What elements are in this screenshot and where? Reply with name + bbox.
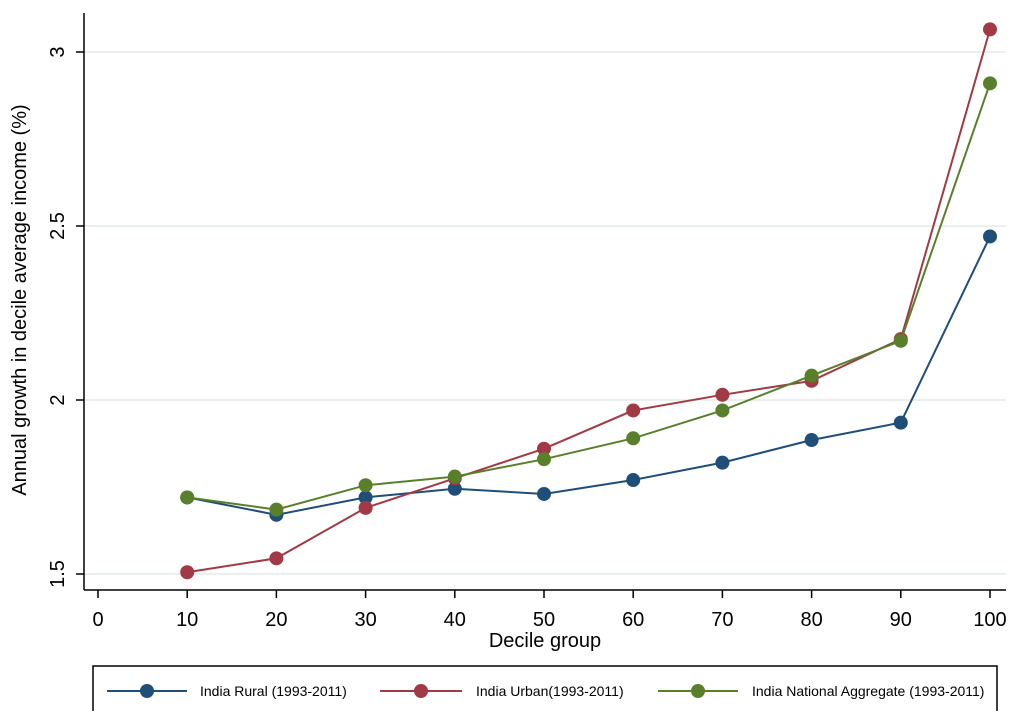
y-tick-label: 2 <box>47 394 69 405</box>
x-tick-label: 90 <box>890 609 912 631</box>
x-tick-label: 60 <box>622 609 644 631</box>
legend-label: India Urban(1993-2011) <box>476 683 624 699</box>
data-point <box>269 551 284 566</box>
data-point <box>715 455 730 470</box>
grid-lines <box>84 51 1006 575</box>
data-point <box>626 473 641 488</box>
data-point <box>358 478 373 493</box>
data-point <box>180 490 195 505</box>
series-lines <box>180 22 997 580</box>
series-line <box>187 82 991 511</box>
data-point <box>537 486 551 501</box>
data-point <box>626 403 641 418</box>
data-point <box>537 441 551 456</box>
data-point <box>804 433 819 448</box>
data-point <box>893 333 908 348</box>
legend-key-marker <box>414 684 428 698</box>
legend-key-marker <box>140 684 154 698</box>
y-tick-label: 3 <box>47 46 69 57</box>
x-tick-label: 0 <box>92 609 103 631</box>
x-tick-label: 70 <box>711 609 733 631</box>
series-line <box>187 29 991 574</box>
data-point <box>715 403 730 418</box>
y-tick-label: 2.5 <box>47 212 69 240</box>
data-point <box>180 565 195 580</box>
data-point <box>804 368 819 383</box>
data-point <box>983 22 997 37</box>
x-tick-label: 40 <box>444 609 466 631</box>
data-point <box>358 500 373 515</box>
data-point <box>269 502 284 517</box>
data-point <box>715 387 730 402</box>
data-point <box>626 431 641 446</box>
data-point <box>983 229 997 244</box>
series-line <box>187 235 991 516</box>
data-point <box>537 452 551 467</box>
data-point <box>358 490 373 505</box>
x-tick-label: 50 <box>533 609 555 631</box>
data-point <box>447 481 462 496</box>
x-axis-title: Decile group <box>489 630 601 652</box>
data-point <box>983 76 997 91</box>
data-point <box>893 415 908 430</box>
legend-label: India Rural (1993-2011) <box>200 683 347 699</box>
legend: India Rural (1993-2011) India Urban(1993-… <box>92 665 998 711</box>
x-tick-label: 20 <box>265 609 287 631</box>
legend-box <box>92 665 998 711</box>
x-tick-label: 100 <box>973 609 1006 631</box>
y-axis-title: Annual growth in decile average income (… <box>9 104 31 495</box>
legend-label: India National Aggregate (1993-2011) <box>752 683 984 699</box>
y-tick-label: 1.5 <box>47 560 69 588</box>
legend-key-marker <box>691 684 705 698</box>
x-tick-label: 30 <box>354 609 376 631</box>
x-tick-label: 80 <box>800 609 822 631</box>
x-tick-label: 10 <box>176 609 198 631</box>
data-point <box>447 469 462 484</box>
